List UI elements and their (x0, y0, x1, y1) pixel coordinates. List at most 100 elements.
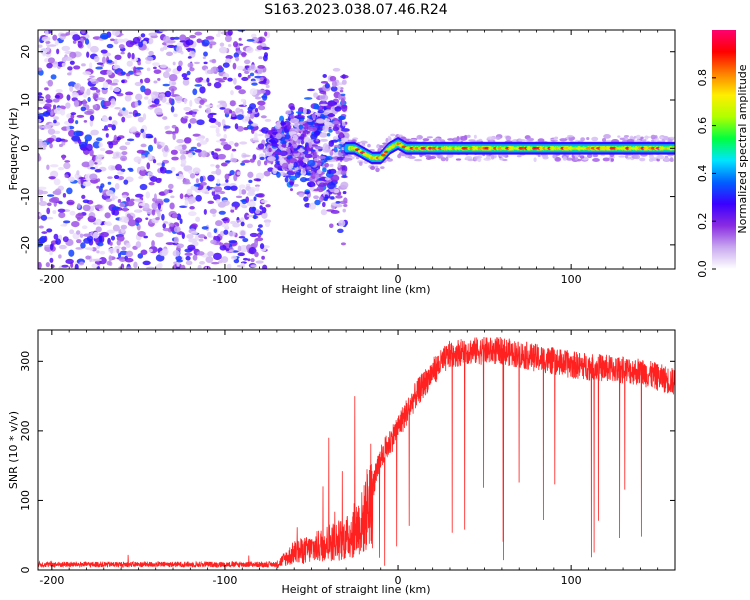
heatmap-cell (618, 155, 626, 158)
heatmap-cell (89, 247, 94, 251)
heatmap-cell (199, 140, 208, 145)
heatmap-cell (340, 98, 345, 106)
heatmap-cell (89, 45, 99, 53)
heatmap-cell (292, 143, 298, 149)
heatmap-cell (473, 157, 478, 161)
heatmap-cell (54, 40, 59, 46)
heatmap-cell (114, 183, 120, 190)
heatmap-cell (148, 32, 158, 37)
heatmap-cell (254, 132, 258, 139)
heatmap-cell (62, 139, 68, 143)
heatmap-cell (84, 38, 90, 45)
heatmap-cell (299, 160, 304, 166)
heatmap-cell (96, 97, 105, 101)
heatmap-cell (40, 214, 48, 221)
heatmap-cell (128, 168, 134, 172)
heatmap-cell (228, 240, 238, 244)
heatmap-cell (203, 236, 208, 240)
heatmap-cell (533, 157, 537, 163)
heatmap-cell (221, 218, 229, 221)
heatmap-cell (249, 232, 258, 238)
heatmap-cell (332, 67, 341, 72)
heatmap-cell (254, 107, 259, 113)
heatmap-cell (203, 51, 208, 57)
heatmap-cell (263, 219, 272, 224)
heatmap-cell (259, 76, 264, 81)
heatmap-cell (112, 156, 117, 159)
snr-y-tick-label: 100 (19, 490, 32, 511)
heatmap-cell (236, 219, 242, 223)
heatmap-cell (153, 69, 162, 74)
heatmap-cell (196, 251, 205, 256)
heatmap-cell (233, 52, 240, 58)
heatmap-cell (197, 264, 202, 269)
heatmap-cell (68, 249, 75, 257)
heatmap-cell (207, 251, 214, 257)
heatmap-cell (89, 119, 94, 127)
heatmap-cell (195, 137, 205, 142)
heatmap-cell (79, 233, 84, 238)
heatmap-cell (240, 221, 245, 227)
heatmap-cell (135, 241, 142, 248)
heatmap-cell (148, 248, 153, 253)
heatmap-cell (185, 39, 194, 46)
heatmap-cell (96, 185, 100, 189)
heatmap-cell (114, 106, 121, 110)
heatmap-cell (80, 30, 86, 34)
heatmap-cell (124, 94, 132, 102)
heatmap-cell (107, 181, 112, 185)
heatmap-cell (63, 220, 71, 224)
heatmap-cell (355, 156, 360, 160)
heatmap-cell (46, 207, 51, 215)
heatmap-cell (83, 119, 88, 123)
heatmap-cell (159, 94, 163, 101)
heatmap-cell (38, 107, 43, 110)
heatmap-cell (117, 171, 124, 175)
heatmap-cell (274, 123, 281, 130)
heatmap-cell (192, 167, 201, 174)
heatmap-cell (124, 114, 133, 119)
heatmap-cell (70, 114, 75, 119)
heatmap-cell (330, 86, 338, 92)
heatmap-cell (77, 203, 81, 209)
heatmap-cell (119, 145, 128, 151)
heatmap-cell (342, 191, 347, 195)
heatmap-cell (234, 142, 239, 147)
spectrogram-y-tick-label: 0 (19, 145, 32, 152)
heatmap-cell (314, 146, 324, 150)
heatmap-cell (185, 47, 195, 51)
heatmap-cell (121, 151, 128, 156)
heatmap-cell (223, 144, 232, 151)
heatmap-cell (242, 237, 249, 243)
heatmap-cell (320, 209, 328, 216)
spectrogram-x-tick-label: -100 (212, 273, 237, 286)
heatmap-cell (317, 109, 325, 114)
heatmap-cell (159, 64, 167, 69)
heatmap-cell (306, 119, 313, 122)
heatmap-cell (219, 107, 226, 110)
heatmap-cell (171, 156, 179, 161)
heatmap-cell (120, 71, 126, 76)
heatmap-cell (325, 157, 331, 161)
heatmap-cell (341, 79, 347, 85)
heatmap-cell (559, 138, 568, 142)
heatmap-cell (69, 210, 76, 216)
heatmap-cell (370, 165, 376, 171)
heatmap-cell (227, 30, 233, 36)
heatmap-cell (172, 132, 176, 141)
heatmap-cell (340, 242, 347, 246)
heatmap-cell (68, 117, 74, 124)
heatmap-cell (127, 52, 132, 59)
heatmap-cell (241, 76, 249, 81)
heatmap-cell (308, 126, 318, 132)
heatmap-cell (238, 184, 246, 189)
heatmap-cell (103, 100, 112, 107)
heatmap-cell (195, 216, 201, 223)
heatmap-cell (623, 134, 630, 138)
heatmap-cell (109, 241, 113, 246)
heatmap-cell (235, 107, 241, 114)
heatmap-cell (187, 152, 194, 158)
heatmap-cell (215, 168, 222, 176)
heatmap-cell (239, 244, 249, 253)
